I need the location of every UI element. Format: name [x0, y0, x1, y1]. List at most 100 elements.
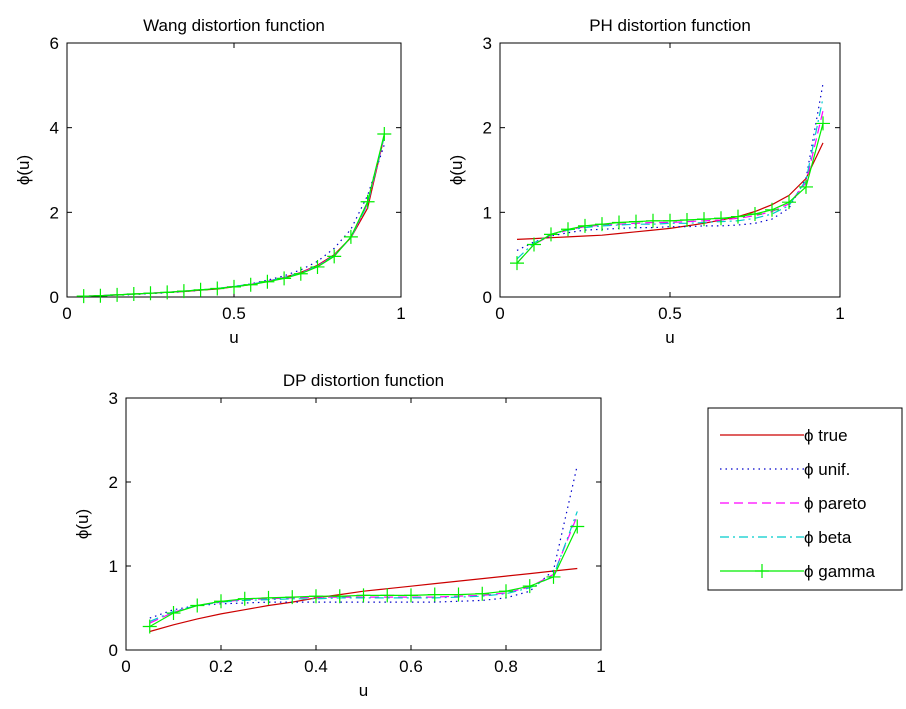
- data-point-gamma: [343, 229, 358, 244]
- y-tick-label: 0: [109, 641, 118, 660]
- data-point-gamma: [93, 288, 108, 303]
- y-tick-label: 0: [50, 288, 59, 307]
- legend-label-gamma: ϕ gamma: [804, 562, 875, 581]
- data-point-gamma: [110, 287, 125, 302]
- data-point-gamma: [646, 213, 660, 228]
- data-point-gamma: [214, 594, 228, 609]
- data-point-gamma: [404, 588, 418, 603]
- data-point-gamma: [680, 212, 694, 227]
- x-tick-label: 0.2: [209, 657, 233, 676]
- data-point-gamma: [629, 214, 643, 229]
- plot-area: [125, 397, 602, 651]
- data-point-gamma: [243, 277, 258, 292]
- data-point-gamma: [193, 282, 208, 297]
- data-point-gamma: [522, 579, 537, 594]
- data-point-gamma: [765, 202, 779, 217]
- data-point-gamma: [427, 587, 442, 602]
- data-point-gamma: [380, 588, 395, 603]
- chart-panel-1: 0 0.5 1 0 2 4 6 Wang distortion function u ϕ(u): [14, 16, 406, 347]
- data-point-gamma: [527, 237, 541, 252]
- chart-title: PH distortion function: [589, 16, 751, 35]
- chart-title: DP distortion function: [283, 371, 444, 390]
- data-point-gamma: [799, 179, 813, 194]
- data-point-gamma: [176, 284, 191, 299]
- data-point-gamma: [570, 519, 585, 534]
- x-tick-label: 0: [121, 657, 130, 676]
- data-point-gamma: [451, 587, 466, 602]
- data-point-gamma: [612, 215, 626, 230]
- data-point-gamma: [293, 266, 308, 281]
- data-point-gamma: [237, 591, 252, 606]
- data-point-gamma: [143, 286, 158, 301]
- data-point-gamma: [261, 590, 276, 605]
- data-point-gamma: [76, 289, 91, 304]
- data-point-gamma: [714, 211, 728, 226]
- data-point-gamma: [160, 285, 175, 300]
- legend: ϕ true ϕ unif. ϕ pareto ϕ beta ϕ gamma: [707, 407, 903, 591]
- y-tick-label: 1: [483, 203, 492, 222]
- x-tick-label: 1: [396, 304, 405, 323]
- x-tick-label: 0.4: [304, 657, 328, 676]
- legend-label-pareto: ϕ pareto: [804, 494, 866, 513]
- x-tick-label: 0.8: [494, 657, 518, 676]
- series-line-unif: [516, 83, 824, 251]
- x-tick-label: 0.5: [222, 304, 246, 323]
- x-tick-label: 0: [495, 304, 504, 323]
- data-point-gamma: [595, 217, 609, 232]
- y-tick-label: 3: [483, 34, 492, 53]
- y-tick-label: 0: [483, 288, 492, 307]
- data-point-gamma: [816, 116, 830, 131]
- data-point-gamma: [782, 195, 796, 210]
- data-point-gamma: [310, 259, 325, 274]
- y-tick-label: 2: [109, 473, 118, 492]
- data-point-gamma: [697, 212, 711, 227]
- data-point-gamma: [663, 213, 677, 228]
- y-tick-label: 1: [109, 557, 118, 576]
- data-point-gamma: [260, 274, 275, 289]
- data-point-gamma: [748, 207, 762, 222]
- data-point-gamma: [499, 584, 513, 599]
- data-point-gamma: [309, 589, 323, 604]
- data-point-gamma: [227, 279, 241, 294]
- plot-area: [66, 42, 402, 298]
- x-tick-label: 0.5: [658, 304, 682, 323]
- data-point-gamma: [544, 227, 558, 242]
- data-point-gamma: [377, 127, 392, 142]
- data-point-gamma: [277, 271, 292, 286]
- x-axis-label: u: [359, 681, 368, 700]
- legend-marker-gamma: [755, 564, 769, 578]
- data-point-gamma: [578, 218, 592, 233]
- data-point-gamma: [561, 222, 575, 237]
- y-tick-label: 4: [50, 119, 59, 138]
- x-tick-label: 1: [835, 304, 844, 323]
- y-tick-label: 6: [50, 34, 59, 53]
- data-point-gamma: [510, 256, 524, 271]
- x-axis-label: u: [665, 328, 674, 347]
- data-point-gamma: [142, 619, 157, 634]
- legend-box: [707, 407, 903, 591]
- chart-panel-3: 0 0.2 0.4 0.6 0.8 1 0 1 2 3 DP distortion function…: [73, 371, 606, 700]
- y-tick-label: 3: [109, 389, 118, 408]
- x-tick-label: 1: [596, 657, 605, 676]
- y-axis-label: ϕ(u): [447, 155, 466, 185]
- y-axis-label: ϕ(u): [73, 509, 92, 539]
- data-point-gamma: [546, 569, 561, 584]
- data-point-gamma: [327, 249, 342, 264]
- y-axis-label: ϕ(u): [14, 155, 33, 185]
- y-tick-label: 2: [50, 203, 59, 222]
- legend-label-true: ϕ true: [804, 426, 848, 445]
- data-point-gamma: [285, 590, 300, 605]
- chart-title: Wang distortion function: [143, 16, 325, 35]
- x-tick-label: 0.6: [399, 657, 423, 676]
- data-point-gamma: [475, 586, 490, 601]
- data-point-gamma: [360, 194, 375, 209]
- data-point-gamma: [190, 598, 205, 613]
- data-point-gamma: [166, 606, 181, 621]
- chart-panel-2: 0 0.5 1 0 1 2 3 PH distortion function u ϕ(u): [447, 16, 845, 347]
- legend-label-unif: ϕ unif.: [804, 460, 850, 479]
- data-point-gamma: [332, 589, 347, 604]
- data-point-gamma: [210, 281, 225, 296]
- legend-label-beta: ϕ beta: [804, 528, 852, 547]
- y-tick-label: 2: [483, 119, 492, 138]
